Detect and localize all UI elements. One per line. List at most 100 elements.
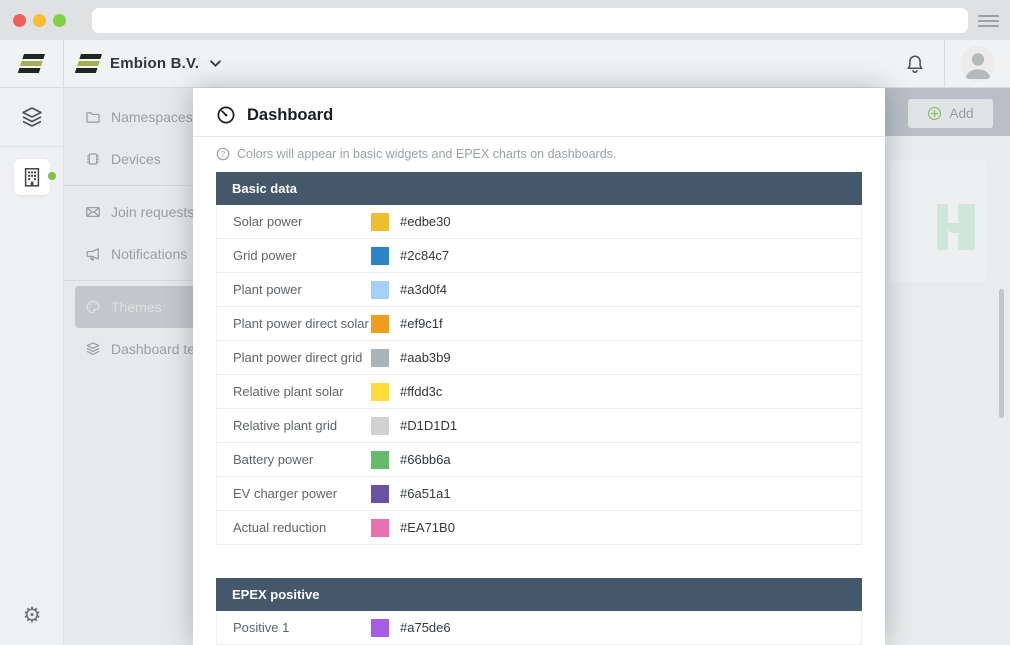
color-row[interactable]: Plant power direct solar #ef9c1f bbox=[216, 307, 862, 341]
h-letter-logo bbox=[937, 204, 975, 250]
color-swatch[interactable] bbox=[371, 314, 389, 333]
color-swatch[interactable] bbox=[371, 484, 389, 503]
hamburger-icon[interactable] bbox=[978, 15, 999, 27]
plus-circle-icon bbox=[928, 106, 942, 121]
table-section-header: EPEX positive bbox=[216, 578, 862, 611]
gauge-icon bbox=[217, 106, 235, 124]
notifications-bell-button[interactable] bbox=[886, 40, 944, 87]
folder-icon bbox=[85, 109, 101, 125]
color-table-epex-positive: EPEX positive Positive 1 #a75de6 bbox=[216, 578, 862, 645]
color-row[interactable]: Plant power #a3d0f4 bbox=[216, 273, 862, 307]
minimize-window-button[interactable] bbox=[33, 13, 46, 27]
sidebar-item-notifications[interactable]: Notifications bbox=[64, 233, 193, 275]
color-swatch[interactable] bbox=[371, 618, 389, 637]
color-hex-value: #D1D1D1 bbox=[400, 418, 458, 433]
color-row-label: Solar power bbox=[233, 214, 303, 229]
embion-logo-icon bbox=[17, 54, 46, 73]
question-circle-icon: ? bbox=[216, 147, 230, 161]
app-logo[interactable] bbox=[0, 40, 64, 87]
bell-icon bbox=[907, 54, 923, 73]
maximize-window-button[interactable] bbox=[53, 13, 66, 27]
color-row[interactable]: Actual reduction #EA71B0 bbox=[216, 511, 862, 545]
sidebar-item-devices[interactable]: Devices bbox=[64, 138, 193, 180]
rail-item-layers[interactable] bbox=[0, 88, 63, 147]
page-scrollbar[interactable] bbox=[999, 289, 1004, 418]
settings-gear-button[interactable]: ⚙ bbox=[0, 603, 64, 627]
embion-logo-icon bbox=[74, 54, 103, 73]
panel-info: ? Colors will appear in basic widgets an… bbox=[216, 147, 862, 161]
palette-icon bbox=[85, 299, 101, 315]
color-swatch[interactable] bbox=[371, 450, 389, 469]
color-row-label: Positive 1 bbox=[233, 620, 290, 635]
close-window-button[interactable] bbox=[13, 13, 26, 27]
color-row[interactable]: Plant power direct grid #aab3b9 bbox=[216, 341, 862, 375]
color-hex-value: #EA71B0 bbox=[400, 520, 455, 535]
namespace-sidebar: Namespaces Devices Join requests Notificati… bbox=[64, 88, 193, 645]
color-hex-value: #edbe30 bbox=[400, 214, 451, 229]
add-button[interactable]: Add bbox=[908, 99, 993, 128]
theme-preview-card bbox=[890, 160, 987, 282]
chevron-down-icon bbox=[210, 60, 222, 67]
color-row-label: Relative plant solar bbox=[233, 384, 344, 399]
building-icon bbox=[24, 167, 39, 187]
user-avatar bbox=[959, 45, 996, 82]
sidebar-divider bbox=[64, 280, 193, 281]
color-swatch[interactable] bbox=[371, 416, 389, 435]
sidebar-item-themes[interactable]: Themes bbox=[75, 286, 193, 328]
active-organization-tile bbox=[13, 158, 56, 195]
sidebar-item-label: Themes bbox=[111, 299, 162, 315]
color-hex-value: #a75de6 bbox=[400, 620, 451, 635]
color-row[interactable]: EV charger power #6a51a1 bbox=[216, 477, 862, 511]
address-bar[interactable] bbox=[92, 8, 968, 33]
color-swatch[interactable] bbox=[371, 280, 389, 299]
user-menu-button[interactable] bbox=[944, 40, 1010, 87]
rail-item-organization[interactable] bbox=[0, 147, 63, 206]
panel-info-text: Colors will appear in basic widgets and … bbox=[237, 147, 617, 161]
add-button-label: Add bbox=[949, 106, 974, 121]
color-hex-value: #2c84c7 bbox=[400, 248, 450, 263]
color-row[interactable]: Battery power #66bb6a bbox=[216, 443, 862, 477]
color-row-label: Actual reduction bbox=[233, 520, 327, 535]
chip-icon bbox=[85, 151, 101, 167]
color-row[interactable]: Solar power #edbe30 bbox=[216, 205, 862, 239]
sidebar-divider bbox=[64, 185, 193, 186]
organization-switcher[interactable]: Embion B.V. bbox=[64, 40, 886, 87]
color-row-label: Battery power bbox=[233, 452, 314, 467]
active-org-indicator-dot bbox=[47, 171, 56, 180]
color-hex-value: #ef9c1f bbox=[400, 316, 443, 331]
color-swatch[interactable] bbox=[371, 382, 389, 401]
sidebar-item-label: Join requests bbox=[111, 204, 193, 220]
color-swatch[interactable] bbox=[371, 348, 389, 367]
color-hex-value: #aab3b9 bbox=[400, 350, 451, 365]
color-row-label: Relative plant grid bbox=[233, 418, 338, 433]
sidebar-rail: ⚙ bbox=[0, 88, 64, 645]
sidebar-item-join-requests[interactable]: Join requests bbox=[64, 191, 193, 233]
sidebar-item-label: Dashboard te bbox=[111, 341, 193, 357]
color-row-label: Plant power bbox=[233, 282, 302, 297]
color-row[interactable]: Relative plant solar #ffdd3c bbox=[216, 375, 862, 409]
color-row[interactable]: Relative plant grid #D1D1D1 bbox=[216, 409, 862, 443]
panel-title: Dashboard bbox=[247, 105, 334, 124]
color-table-basic-data: Basic data Solar power #edbe30 Grid power #2… bbox=[216, 172, 862, 545]
color-row-label: Plant power direct grid bbox=[233, 350, 363, 365]
color-hex-value: #6a51a1 bbox=[400, 486, 451, 501]
sidebar-item-label: Notifications bbox=[111, 246, 188, 262]
color-row-label: EV charger power bbox=[233, 486, 338, 501]
sidebar-item-namespaces[interactable]: Namespaces bbox=[64, 96, 193, 138]
color-swatch[interactable] bbox=[371, 246, 389, 265]
sidebar-item-dashboard-te[interactable]: Dashboard te bbox=[64, 328, 193, 370]
color-hex-value: #a3d0f4 bbox=[400, 282, 447, 297]
color-row[interactable]: Positive 1 #a75de6 bbox=[216, 611, 862, 645]
table-section-header: Basic data bbox=[216, 172, 862, 205]
color-swatch[interactable] bbox=[371, 518, 389, 537]
envelope-icon bbox=[85, 204, 101, 220]
color-row[interactable]: Grid power #2c84c7 bbox=[216, 239, 862, 273]
color-hex-value: #ffdd3c bbox=[400, 384, 443, 399]
theme-dashboard-panel: Dashboard ? Colors will appear in basic … bbox=[193, 88, 885, 645]
organization-name: Embion B.V. bbox=[110, 55, 200, 72]
color-row-label: Grid power bbox=[233, 248, 297, 263]
color-swatch[interactable] bbox=[371, 212, 389, 231]
gear-icon: ⚙ bbox=[22, 603, 42, 627]
panel-title-row: Dashboard bbox=[216, 100, 862, 130]
